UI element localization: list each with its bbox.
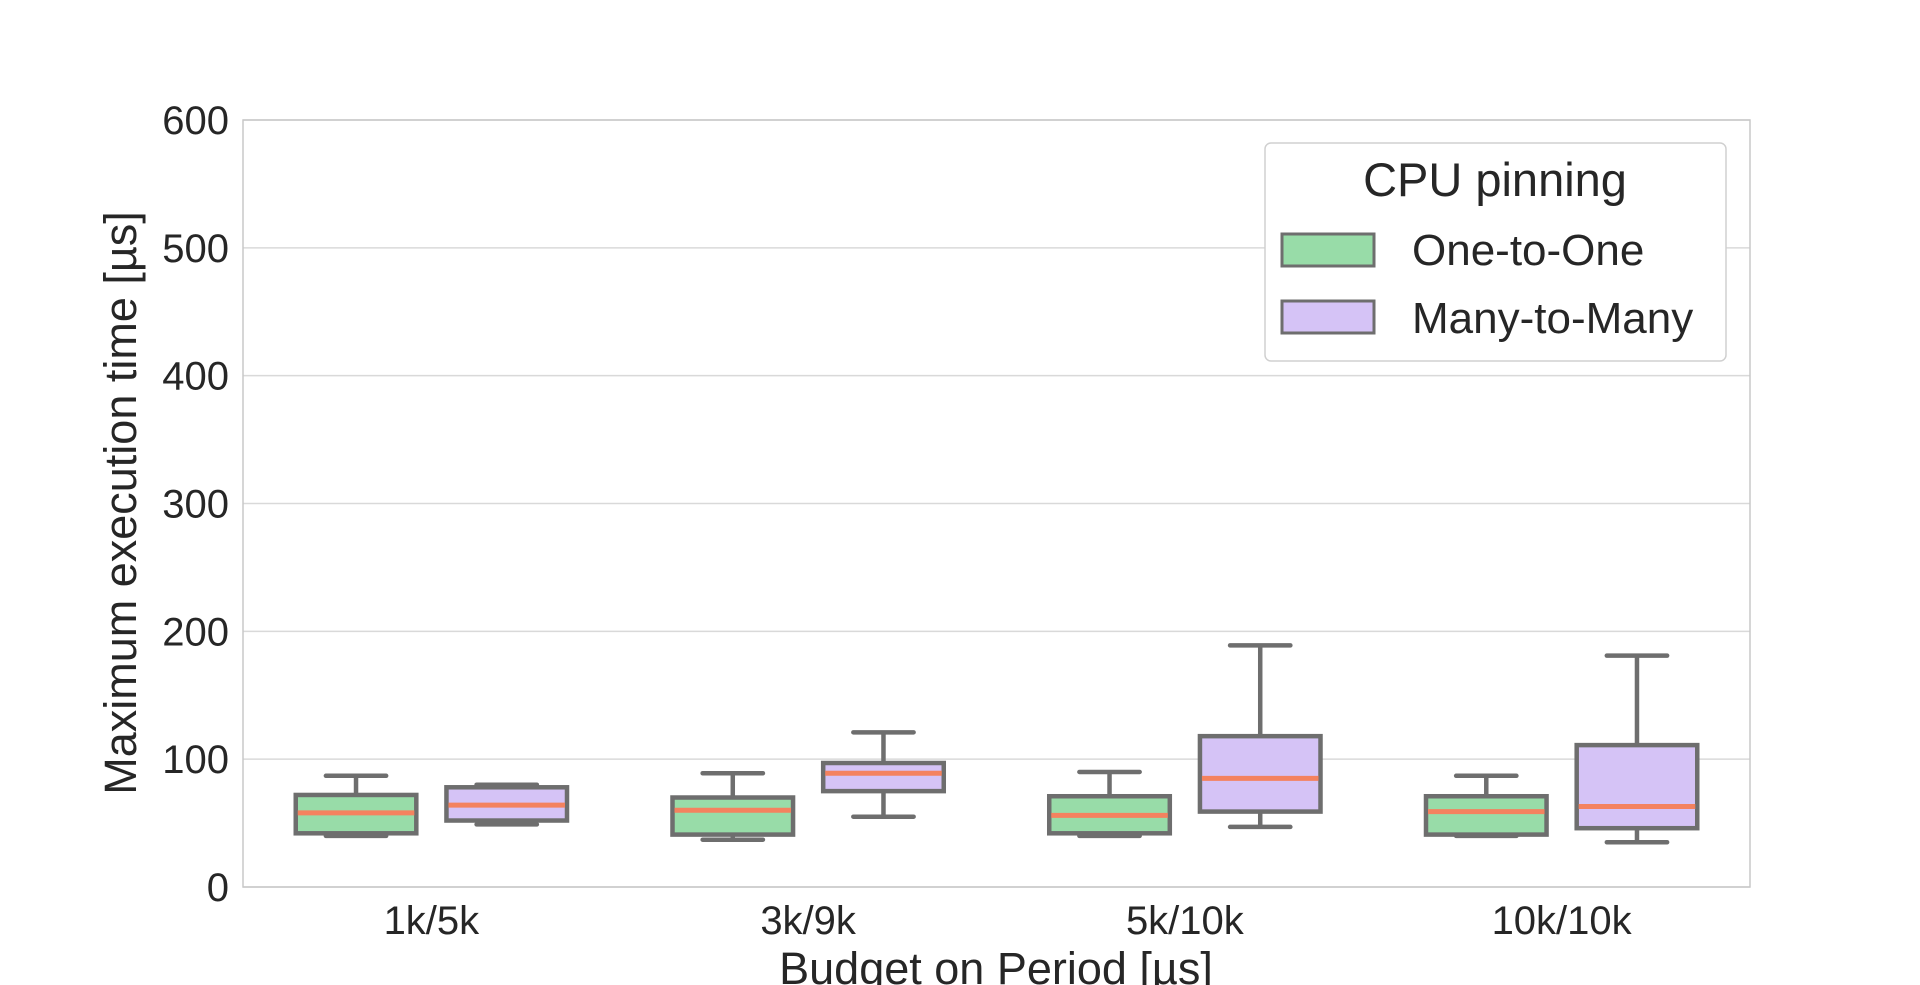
box-1-3 <box>1574 653 1700 845</box>
box-series <box>293 643 1700 845</box>
y-tick-label: 0 <box>207 866 229 910</box>
box-0-1 <box>670 770 796 842</box>
legend-title: CPU pinning <box>1363 153 1627 206</box>
box-0-3 <box>1423 773 1549 839</box>
y-tick-label: 100 <box>162 738 229 782</box>
y-axis-ticks: 0 100 200 300 400 500 600 <box>162 99 229 910</box>
box-iqr <box>1423 793 1549 837</box>
x-axis-ticks: 1k/5k 3k/9k 5k/10k 10k/10k <box>384 899 1633 943</box>
y-tick-label: 300 <box>162 483 229 527</box>
legend-frame <box>1264 142 1727 362</box>
y-tick-label: 400 <box>162 355 229 399</box>
box-iqr <box>820 760 947 794</box>
legend: CPU pinning One-to-One Many-to-Many <box>1264 142 1727 362</box>
y-tick-label: 200 <box>162 610 229 654</box>
box-iqr <box>1197 733 1323 814</box>
x-tick-label: 5k/10k <box>1126 899 1245 943</box>
x-axis-label: Budget on Period [µs] <box>779 943 1213 985</box>
legend-label-one-to-one: One-to-One <box>1412 226 1644 275</box>
legend-label-many-to-many: Many-to-Many <box>1412 294 1693 343</box>
x-tick-label: 10k/10k <box>1492 899 1633 943</box>
legend-swatch-many-to-many <box>1280 299 1376 335</box>
box-iqr <box>1574 742 1700 831</box>
y-axis-label: Maximum execution time [µs] <box>95 211 146 795</box>
box-1-0 <box>444 782 570 827</box>
plot-area-frame <box>242 119 1751 888</box>
x-tick-label: 1k/5k <box>384 899 481 943</box>
box-1-1 <box>820 730 947 819</box>
box-0-0 <box>293 773 419 839</box>
box-iqr <box>670 795 796 837</box>
y-tick-label: 500 <box>162 227 229 271</box>
x-tick-label: 3k/9k <box>760 899 857 943</box>
box-1-2 <box>1197 643 1323 830</box>
legend-swatch-one-to-one <box>1280 232 1376 268</box>
box-0-2 <box>1046 769 1173 839</box>
y-tick-label: 600 <box>162 99 229 143</box>
